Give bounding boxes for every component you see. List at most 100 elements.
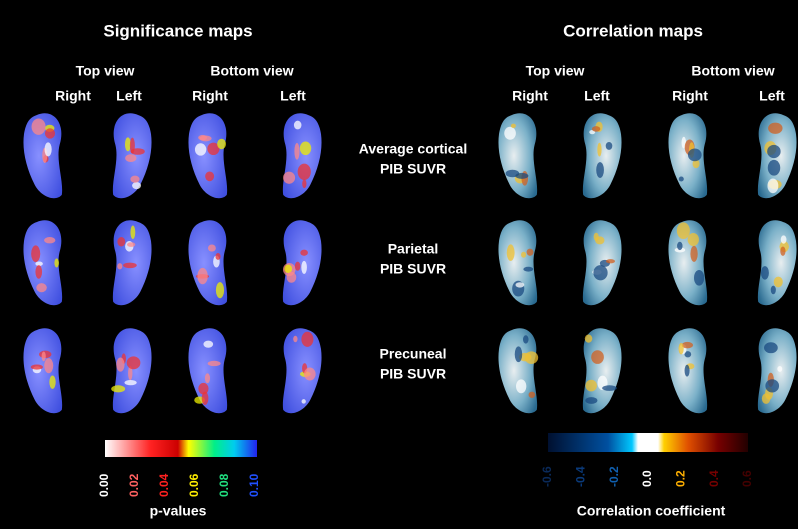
patch — [123, 263, 137, 269]
patch — [298, 164, 311, 180]
patch — [515, 173, 528, 179]
patch — [293, 336, 297, 343]
patch — [208, 245, 216, 252]
side-label: Right — [672, 88, 708, 104]
patch — [521, 252, 526, 258]
view-label: Bottom view — [210, 63, 293, 79]
patch — [300, 142, 311, 155]
patch — [764, 342, 778, 353]
patch — [606, 259, 615, 263]
patch — [116, 358, 124, 372]
patch — [31, 245, 40, 262]
patch — [523, 267, 533, 272]
patch — [283, 172, 295, 184]
patch — [42, 351, 46, 361]
patch — [777, 366, 782, 372]
patch — [130, 176, 139, 183]
side-label: Left — [584, 88, 610, 104]
patch — [205, 373, 210, 383]
colorbar-tick-label: 0.6 — [740, 470, 754, 487]
patch — [304, 368, 316, 381]
patch — [679, 343, 684, 355]
patch — [124, 380, 136, 385]
patch — [781, 235, 787, 243]
patch — [35, 265, 42, 279]
colorbar-tick-label: -0.6 — [540, 466, 554, 487]
patch — [294, 143, 299, 160]
panel-title: Significance maps — [103, 21, 252, 40]
patch — [504, 127, 516, 140]
patch — [45, 142, 52, 156]
patch — [765, 379, 779, 392]
patch — [301, 332, 313, 347]
patch — [690, 246, 697, 262]
patch — [44, 358, 53, 373]
patch — [591, 350, 604, 364]
patch — [31, 365, 43, 370]
patch — [127, 242, 135, 247]
row-label: PIB SUVR — [380, 161, 446, 177]
patch — [596, 162, 604, 178]
patch — [677, 242, 682, 250]
colorbar-tick-label: 0.00 — [97, 473, 111, 497]
patch — [586, 380, 597, 392]
patch — [197, 268, 207, 284]
patch — [523, 335, 529, 343]
patch — [768, 123, 782, 134]
patch — [208, 361, 221, 366]
row-label: PIB SUVR — [380, 366, 446, 382]
patch — [302, 399, 306, 403]
colorbar — [548, 433, 748, 452]
patch — [54, 258, 59, 267]
patch — [300, 250, 308, 256]
patch — [516, 379, 526, 393]
colorbar-tick-label: 0.08 — [217, 473, 231, 497]
colorbar-label: p-values — [150, 503, 207, 519]
patch — [202, 392, 209, 405]
patch — [602, 385, 617, 391]
patch — [688, 149, 702, 162]
patch — [771, 286, 776, 295]
patch — [529, 392, 536, 398]
patch — [768, 160, 780, 176]
colorbar-tick-label: -0.4 — [574, 466, 588, 487]
patch — [767, 179, 778, 194]
hippocampus — [188, 328, 227, 413]
patch — [685, 365, 690, 377]
row-label: Parietal — [388, 241, 439, 257]
side-label: Right — [512, 88, 548, 104]
colorbar-tick-label: 0.02 — [127, 473, 141, 497]
patch — [597, 143, 601, 157]
patch — [127, 356, 141, 369]
patch — [767, 145, 780, 158]
patch — [287, 272, 297, 283]
patch — [49, 375, 55, 388]
colorbar-tick-label: 0.2 — [674, 470, 688, 487]
patch — [195, 143, 206, 155]
patch — [284, 265, 292, 273]
patch — [688, 233, 699, 246]
patch — [774, 277, 783, 288]
patch — [200, 135, 212, 141]
figure: Significance maps Correlation maps Top v… — [0, 0, 798, 529]
patch — [125, 154, 136, 162]
patch — [606, 142, 613, 150]
patch — [694, 270, 704, 286]
patch — [592, 126, 600, 132]
colorbar-tick-label: 0.04 — [157, 473, 171, 497]
patch — [780, 246, 785, 255]
patch — [117, 263, 122, 269]
patch — [117, 237, 125, 246]
colorbar-tick-label: 0.4 — [707, 470, 721, 487]
patch — [215, 253, 220, 260]
side-label: Left — [759, 88, 785, 104]
row-label: PIB SUVR — [380, 261, 446, 277]
patch — [594, 233, 599, 241]
colorbar-tick-label: 0.10 — [247, 473, 261, 497]
side-label: Left — [280, 88, 306, 104]
row-label: Average cortical — [359, 141, 467, 157]
patch — [511, 124, 516, 128]
patch — [527, 249, 534, 256]
patch — [294, 121, 302, 130]
patch — [45, 128, 55, 138]
